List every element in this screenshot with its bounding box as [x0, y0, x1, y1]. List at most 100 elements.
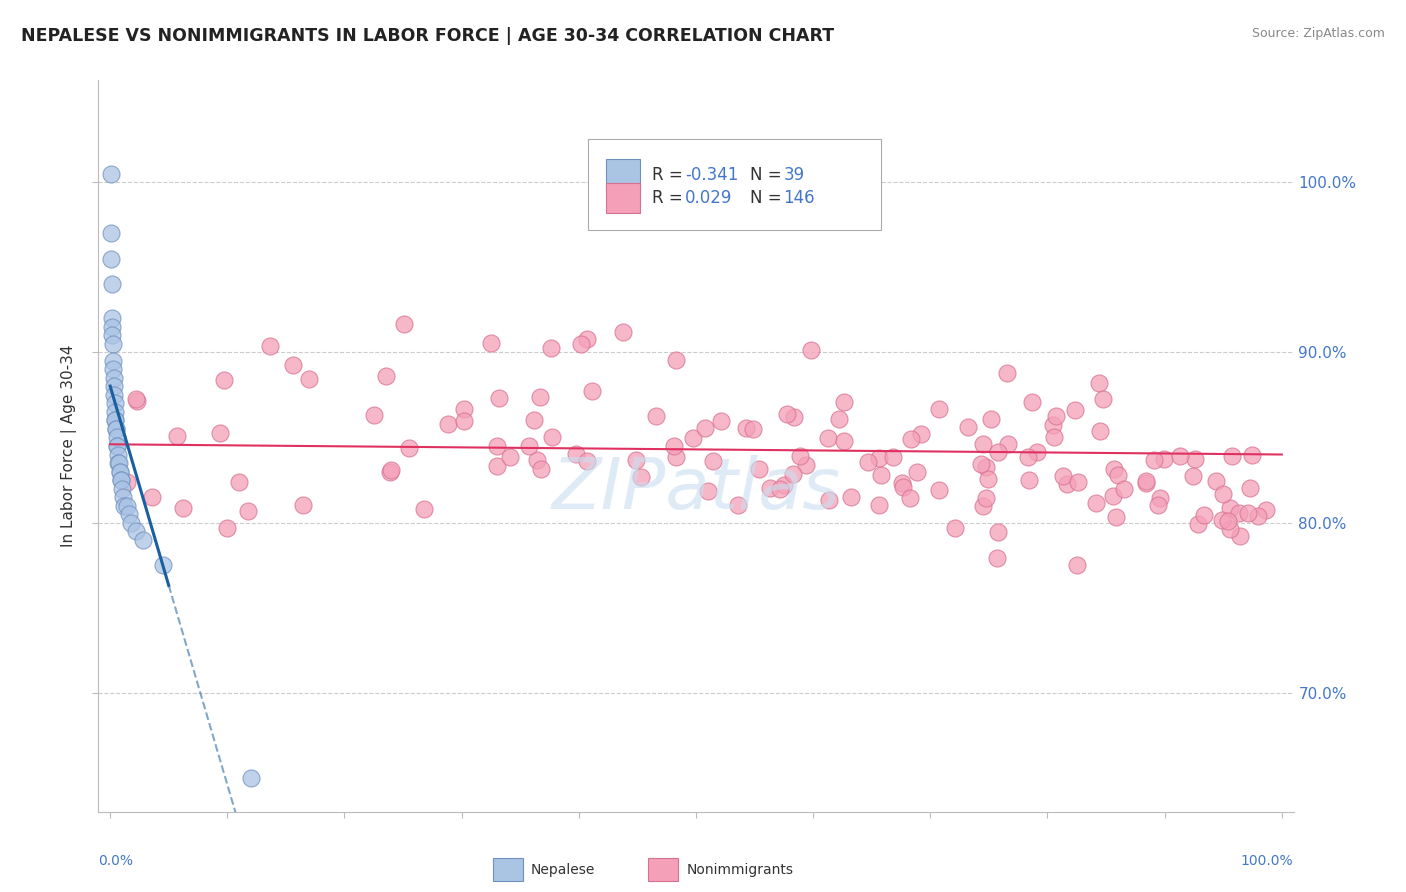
Point: [105, 439, 128, 453]
Point: [1194, 508, 1216, 522]
Point: [575, 333, 598, 347]
Point: [702, 453, 724, 467]
Point: [1091, 392, 1114, 406]
Point: [612, 325, 634, 339]
Point: [1052, 468, 1074, 483]
Point: [1025, 445, 1047, 459]
Point: [987, 525, 1010, 540]
Point: [957, 419, 980, 434]
Point: [212, 373, 235, 387]
Point: [1211, 513, 1233, 527]
Point: [943, 520, 966, 534]
Point: [132, 533, 155, 547]
Point: [103, 379, 125, 393]
Point: [1104, 462, 1126, 476]
Point: [987, 445, 1010, 459]
Point: [565, 447, 588, 461]
Point: [630, 469, 652, 483]
Point: [758, 481, 780, 495]
Point: [682, 431, 704, 445]
Point: [1184, 451, 1206, 466]
Point: [898, 491, 921, 505]
Point: [105, 422, 128, 436]
Point: [208, 425, 231, 440]
Point: [499, 450, 522, 465]
Point: [105, 439, 128, 453]
Text: 0.0%: 0.0%: [98, 855, 134, 868]
Point: [900, 432, 922, 446]
Point: [644, 409, 666, 424]
Point: [569, 337, 592, 351]
Point: [152, 558, 174, 572]
Point: [742, 422, 765, 436]
Point: [172, 500, 194, 515]
Text: ZIPatlas: ZIPatlas: [551, 456, 841, 524]
Point: [974, 459, 997, 474]
Point: [374, 368, 396, 383]
Point: [882, 450, 904, 465]
Text: N =: N =: [749, 189, 786, 207]
Point: [1105, 509, 1128, 524]
Point: [1212, 487, 1234, 501]
Point: [1220, 449, 1243, 463]
Point: [697, 484, 720, 499]
Point: [104, 405, 127, 419]
Point: [1017, 450, 1039, 464]
Point: [773, 478, 796, 492]
Text: 146: 146: [783, 189, 815, 207]
Point: [980, 412, 1002, 426]
Point: [1182, 468, 1205, 483]
Point: [693, 421, 716, 435]
Point: [111, 482, 134, 496]
Point: [800, 343, 823, 357]
Point: [1236, 506, 1258, 520]
Point: [101, 354, 124, 368]
Text: 100.0%: 100.0%: [1241, 855, 1294, 868]
Point: [100, 277, 122, 292]
Point: [292, 498, 315, 512]
Point: [103, 388, 125, 402]
Point: [125, 524, 148, 538]
Point: [1021, 394, 1043, 409]
Bar: [648, 858, 678, 881]
Point: [974, 491, 997, 505]
Text: R =: R =: [652, 189, 688, 207]
Point: [488, 391, 510, 405]
Point: [1107, 467, 1129, 482]
Point: [436, 417, 458, 431]
Point: [828, 412, 851, 426]
Point: [782, 467, 804, 481]
Point: [115, 475, 138, 489]
Point: [1227, 506, 1250, 520]
Bar: [606, 160, 640, 190]
Text: -0.341: -0.341: [685, 166, 738, 184]
Text: NEPALESE VS NONIMMIGRANTS IN LABOR FORCE | AGE 30-34 CORRELATION CHART: NEPALESE VS NONIMMIGRANTS IN LABOR FORCE…: [21, 27, 834, 45]
Point: [1064, 403, 1087, 417]
Point: [905, 466, 928, 480]
Point: [891, 476, 914, 491]
Point: [1056, 476, 1078, 491]
Point: [1147, 499, 1170, 513]
Point: [540, 430, 562, 444]
Point: [868, 498, 890, 512]
Point: [783, 410, 806, 425]
Point: [972, 499, 994, 513]
Point: [100, 227, 122, 241]
Point: [107, 456, 129, 470]
Point: [110, 473, 132, 487]
Bar: [606, 183, 640, 213]
Point: [624, 453, 647, 467]
Point: [748, 462, 770, 476]
Text: Source: ZipAtlas.com: Source: ZipAtlas.com: [1251, 27, 1385, 40]
Point: [1018, 473, 1040, 487]
Point: [1256, 503, 1278, 517]
Point: [108, 456, 131, 470]
Text: Nepalese: Nepalese: [531, 863, 595, 877]
Point: [1218, 522, 1240, 536]
Text: R =: R =: [652, 166, 688, 184]
Point: [891, 480, 914, 494]
Point: [101, 337, 124, 351]
Point: [112, 499, 135, 513]
Point: [1112, 482, 1135, 496]
Point: [928, 483, 950, 497]
